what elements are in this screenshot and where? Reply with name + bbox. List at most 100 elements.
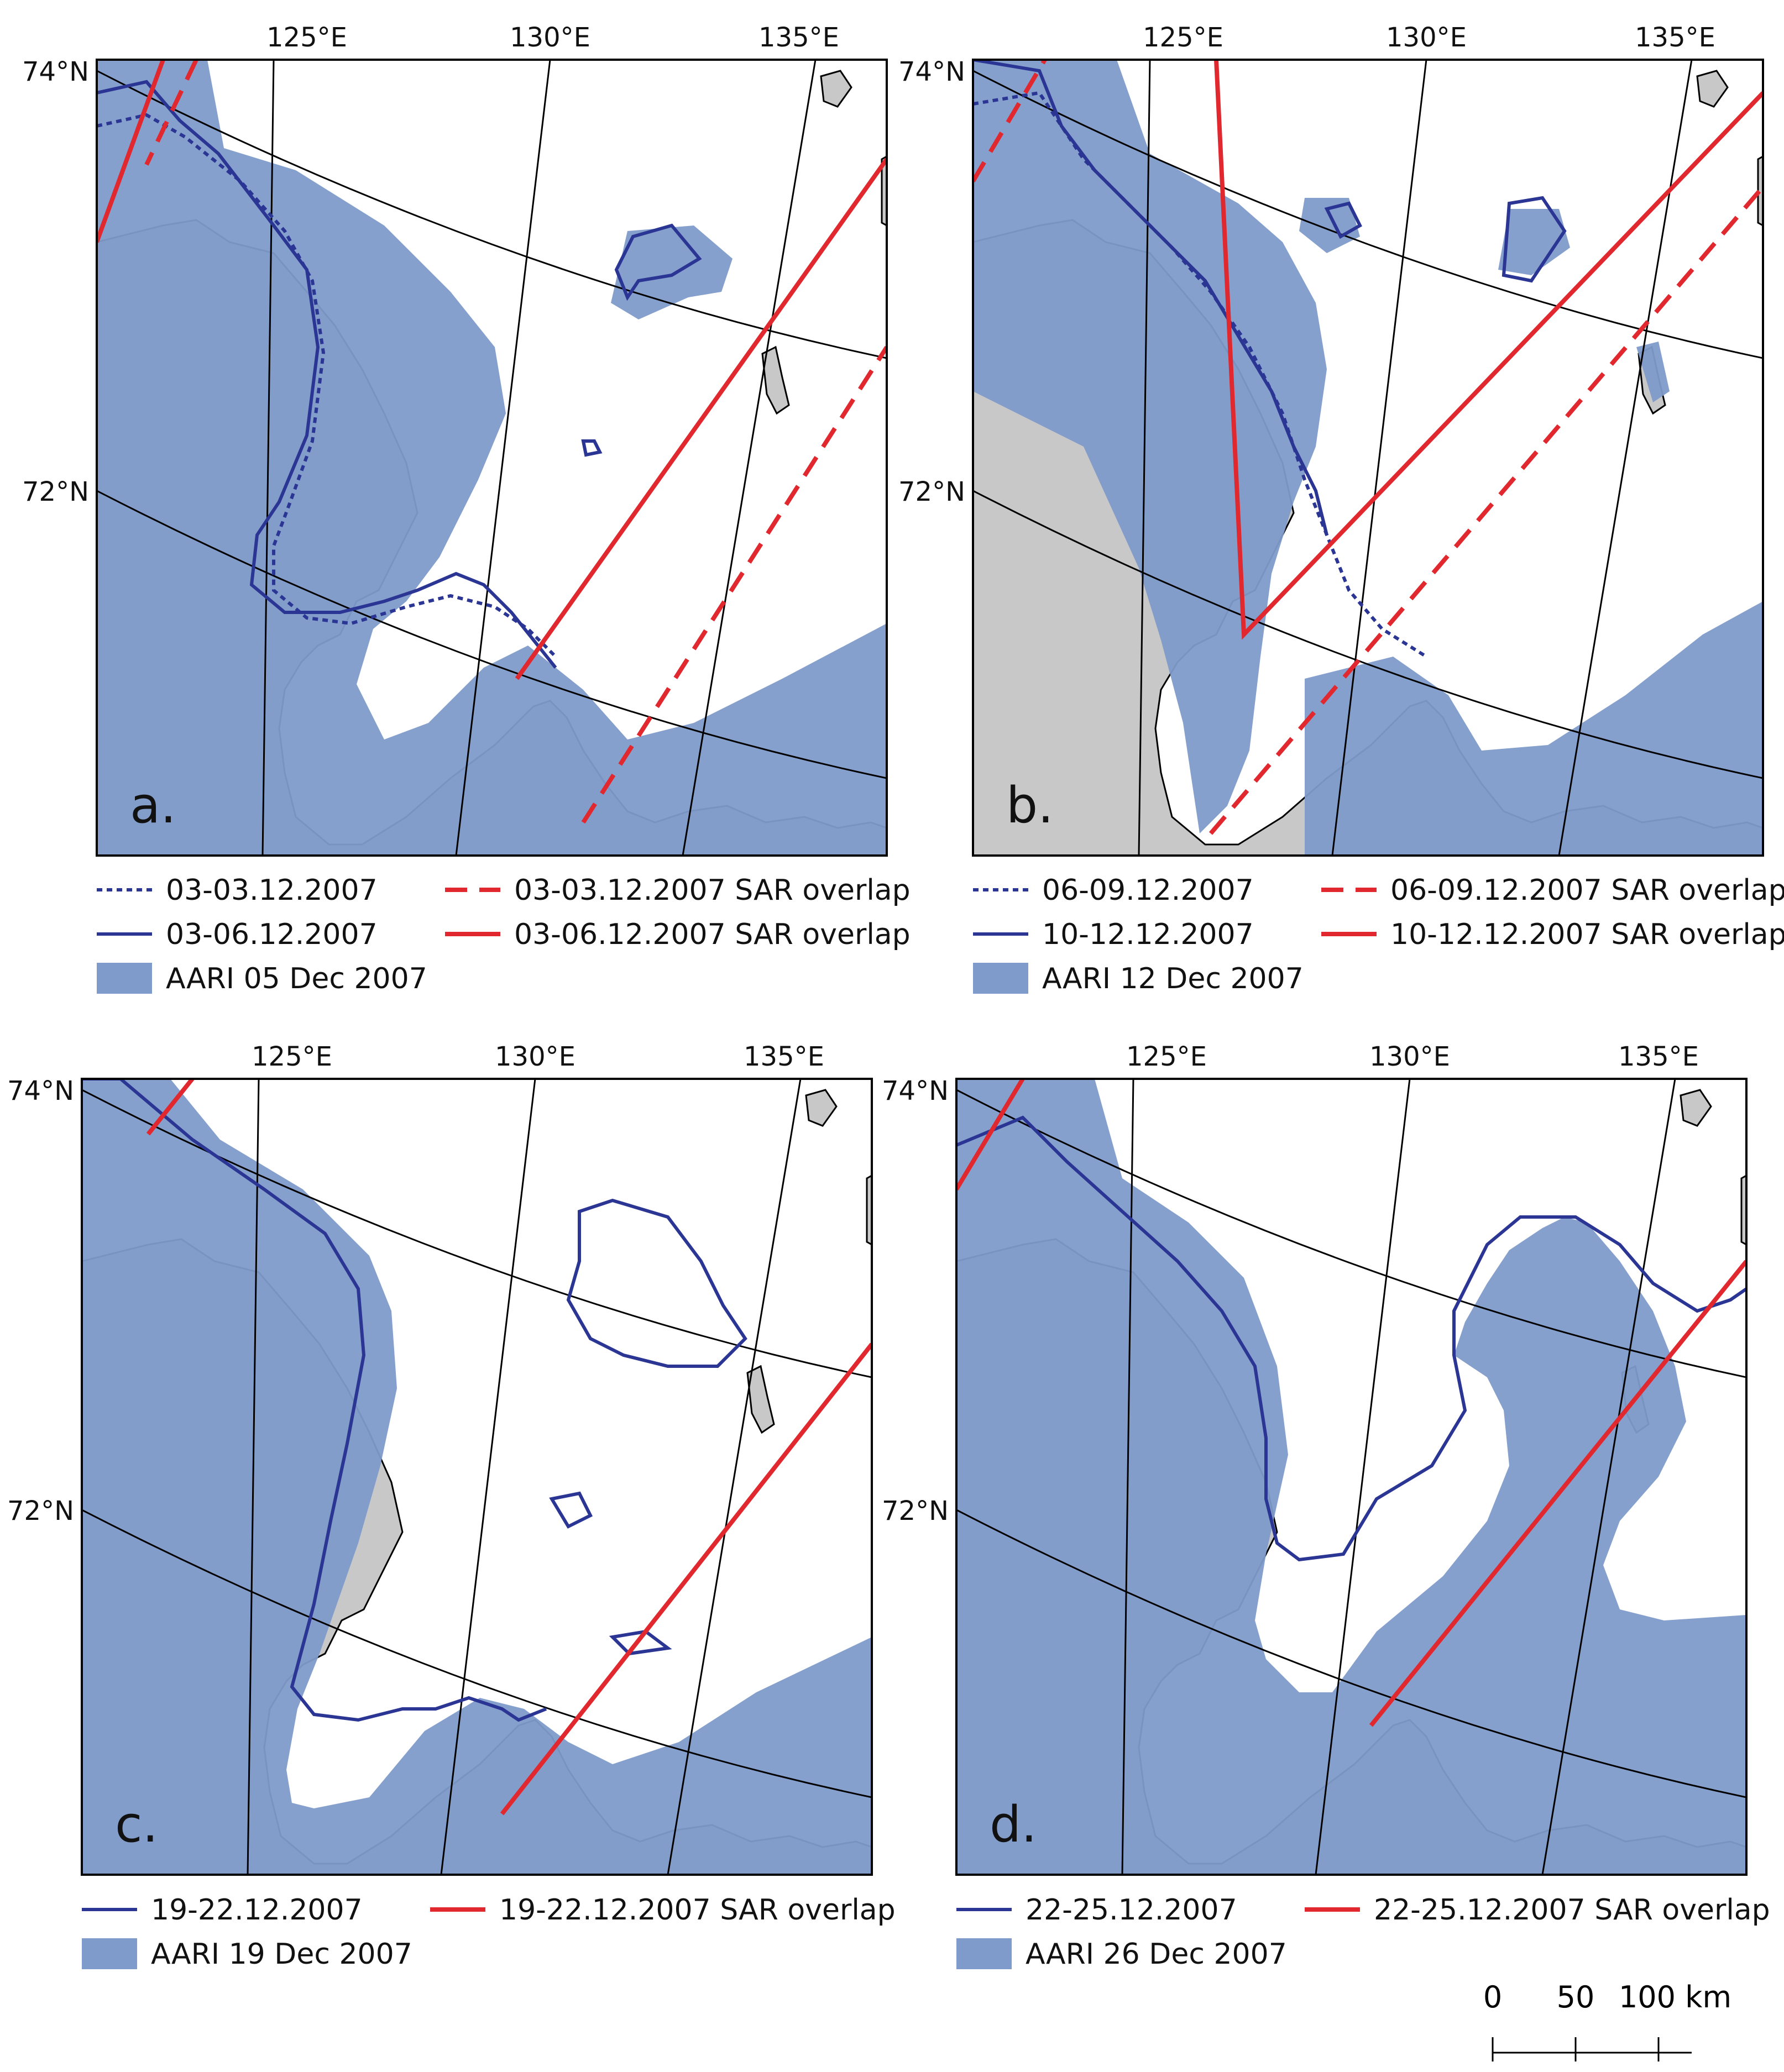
sar-overlap-solid [1214, 60, 1763, 640]
legend-item: 10-12.12.2007 [973, 918, 1254, 951]
lat-label-0: 74°N [7, 1076, 74, 1106]
legend-swatch-fill [973, 963, 1028, 994]
legend-label: 19-22.12.2007 [151, 1893, 363, 1927]
lat-label-1: 72°N [882, 1496, 949, 1527]
legend-label: 03-06.12.2007 SAR overlap [514, 918, 911, 951]
legend-item: 10-12.12.2007 SAR overlap [1321, 918, 1784, 951]
lon-label-0: 125°E [1126, 1041, 1207, 1072]
legend-item: 03-06.12.2007 [97, 918, 378, 951]
legend-item: AARI 05 Dec 2007 [97, 962, 427, 995]
scale-bar-label-50: 50 [1557, 1980, 1595, 2015]
map-frame [96, 59, 888, 857]
legend-label: 10-12.12.2007 [1042, 918, 1254, 951]
lon-label-2: 135°E [758, 22, 839, 53]
legend-label: 03-03.12.2007 [166, 874, 378, 907]
ice-edge-solid [973, 60, 1328, 536]
ice-edge-dotted [973, 91, 1427, 658]
map-panel-b: b. 74°N 72°N 125°E 130°E 135°E [898, 22, 1764, 857]
legend-item: 19-22.12.2007 [82, 1893, 363, 1927]
lon-label-0: 125°E [266, 22, 347, 53]
legend-label: 03-06.12.2007 [166, 918, 378, 951]
legend-item: AARI 12 Dec 2007 [973, 962, 1304, 995]
lat-label-0: 74°N [898, 56, 965, 87]
lon-label-2: 135°E [744, 1041, 824, 1072]
legend-label: AARI 12 Dec 2007 [1042, 962, 1304, 995]
aari-ice-area [973, 60, 1327, 833]
panel-letter: b. [1006, 777, 1054, 835]
legend-item: 03-06.12.2007 SAR overlap [445, 918, 911, 951]
map-content [973, 60, 1763, 856]
legend-item: 22-25.12.2007 [956, 1893, 1237, 1927]
ice-edge-solid [1502, 196, 1567, 283]
map-frame [972, 59, 1764, 857]
sar-overlap-solid [515, 158, 887, 680]
legend-label: 03-03.12.2007 SAR overlap [514, 874, 911, 907]
map-content [97, 60, 887, 856]
lat-label-0: 74°N [882, 1076, 949, 1106]
legend-label: 22-25.12.2007 [1026, 1893, 1237, 1927]
map-panel-c: c. 74°N 72°N 125°E 130°E 135°E [7, 1041, 873, 1876]
ice-edge-solid [566, 1198, 747, 1368]
legend-item: AARI 19 Dec 2007 [82, 1938, 412, 1971]
legend-item: 22-25.12.2007 SAR overlap [1305, 1893, 1770, 1927]
legend-item: 03-03.12.2007 [97, 874, 378, 907]
ice-edge-dotted [97, 113, 557, 658]
legend-item: 03-03.12.2007 SAR overlap [445, 874, 911, 907]
lon-label-1: 130°E [1386, 22, 1467, 53]
scale-bar-label-100km: 100 km [1619, 1980, 1731, 2015]
ice-edge-solid [609, 1629, 672, 1656]
sar-overlap-solid [97, 60, 165, 243]
sar-overlap-dashed [581, 345, 887, 824]
legend-swatch-fill [956, 1938, 1012, 1969]
aari-ice-area [97, 60, 887, 856]
ice-edge-solid [82, 1079, 547, 1722]
ice-edge-solid [581, 439, 603, 457]
legend-panel-c: 19-22.12.2007 AARI 19 Dec 2007 19-22.12.20… [82, 1893, 896, 1971]
panels-layer: a. 74°N 72°N 125°E 130°E 135°E b. 74°N 72°N 125°E… [7, 22, 1764, 1876]
legend-label: AARI 26 Dec 2007 [1026, 1938, 1287, 1971]
panel-letter: c. [115, 1796, 158, 1854]
ice-edge-solid [97, 80, 557, 669]
aari-ice-area [1299, 198, 1360, 253]
legend-swatch-fill [82, 1938, 137, 1969]
legend-item: 19-22.12.2007 SAR overlap [430, 1893, 896, 1927]
legend-swatch-fill [97, 963, 152, 994]
map-frame [81, 1078, 873, 1876]
legend-label: 19-22.12.2007 SAR overlap [499, 1893, 896, 1927]
aari-ice-area [1498, 209, 1570, 275]
map-content [82, 1079, 872, 1875]
lon-label-1: 130°E [510, 22, 590, 53]
lon-label-1: 130°E [495, 1041, 576, 1072]
map-panel-a: a. 74°N 72°N 125°E 130°E 135°E [22, 22, 888, 857]
ice-edge-solid [614, 223, 702, 301]
legend-item: 06-09.12.2007 [973, 874, 1254, 907]
legend-item: 06-09.12.2007 SAR overlap [1321, 874, 1784, 907]
map-frame [955, 1078, 1748, 1876]
legend-item: AARI 26 Dec 2007 [956, 1938, 1287, 1971]
aari-ice-area [1305, 601, 1763, 856]
ice-edge-solid [956, 1115, 1746, 1562]
lon-label-1: 130°E [1369, 1041, 1450, 1072]
legend-label: 22-25.12.2007 SAR overlap [1374, 1893, 1770, 1927]
legend-panel-d: 22-25.12.2007 AARI 26 Dec 2007 22-25.12.20… [956, 1893, 1770, 1971]
lon-label-2: 135°E [1635, 22, 1715, 53]
sar-overlap-solid [500, 1342, 872, 1816]
sar-overlap-dashed [973, 60, 1047, 183]
map-content [956, 1079, 1746, 1875]
ice-edge-solid [549, 1491, 593, 1529]
legend-label: AARI 05 Dec 2007 [166, 962, 427, 995]
legend-panel-b: 06-09.12.2007 10-12.12.2007 AARI 12 Dec 20… [973, 874, 1784, 995]
legend-label: 06-09.12.2007 [1042, 874, 1254, 907]
lat-label-1: 72°N [22, 476, 89, 507]
lat-label-1: 72°N [7, 1496, 74, 1527]
lon-label-0: 125°E [252, 1041, 332, 1072]
legend-label: 06-09.12.2007 SAR overlap [1390, 874, 1784, 907]
sar-overlap-solid [146, 1079, 195, 1136]
lon-label-0: 125°E [1143, 22, 1223, 53]
legend-label: 10-12.12.2007 SAR overlap [1390, 918, 1784, 951]
panel-letter: a. [130, 777, 176, 835]
aari-ice-area [82, 1079, 872, 1875]
aari-ice-area [1636, 342, 1670, 402]
sar-overlap-solid [956, 1079, 1025, 1191]
